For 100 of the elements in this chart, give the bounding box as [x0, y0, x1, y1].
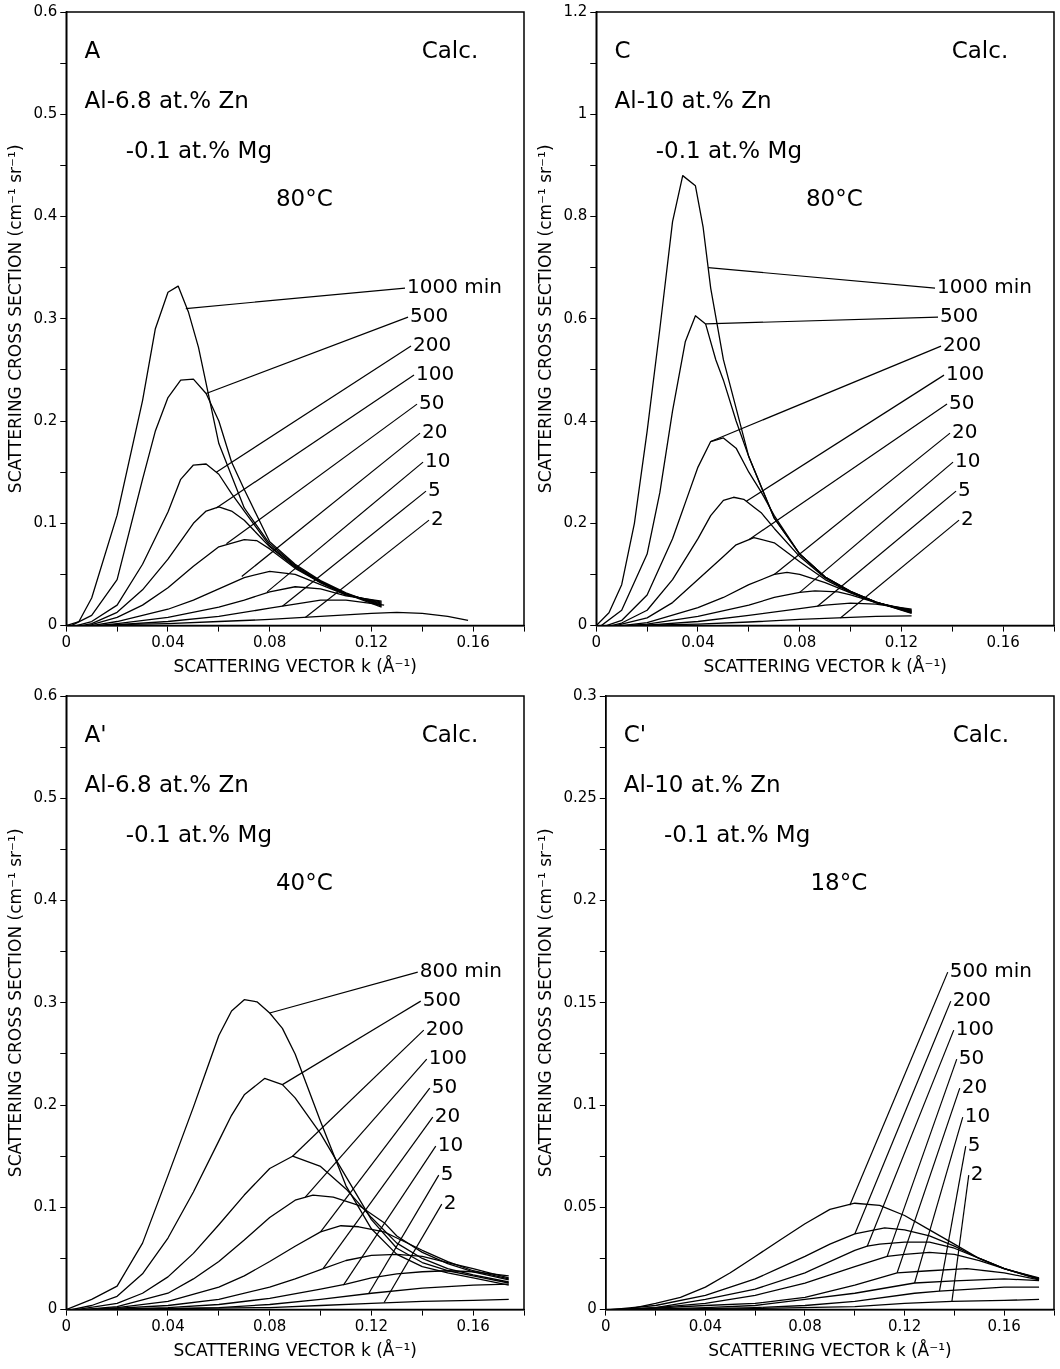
y-tick-label: 0.6 [33, 685, 58, 704]
annotation: A' [84, 720, 107, 747]
annotation: 2 [961, 506, 974, 531]
annotation: 20 [961, 1074, 988, 1099]
annotation: 5 [958, 477, 971, 502]
y-tick-label: 0.8 [563, 206, 588, 225]
annotation: Al-10 at.% Zn [614, 86, 772, 113]
x-tick-label: 0.12 [354, 1317, 389, 1336]
annotation: 100 [955, 1016, 994, 1041]
y-tick-label: 0.5 [33, 788, 58, 807]
y-tick-label: 0.05 [563, 1197, 597, 1216]
annotation: -0.1 at.% Mg [655, 136, 802, 163]
x-tick-label: 0.16 [456, 1317, 490, 1336]
annotation: 800 min [419, 958, 502, 983]
annotation: 100 [946, 361, 985, 386]
annotation: 50 [949, 390, 975, 415]
y-tick-label: 0.2 [572, 890, 597, 909]
annotation: 50 [431, 1074, 458, 1099]
x-tick-label: 0.04 [151, 1317, 185, 1336]
x-tick-label: 0.12 [354, 633, 389, 652]
y-tick-label: 0 [47, 615, 58, 634]
annotation: 500 [940, 303, 979, 328]
y-tick-label: 0.6 [563, 308, 588, 327]
x-tick-label: 0.04 [681, 633, 715, 652]
y-tick-label: 0.4 [563, 410, 588, 429]
annotation: 50 [419, 390, 445, 415]
x-tick-label: 0.04 [688, 1317, 723, 1336]
y-tick-label: 0.2 [33, 1094, 58, 1113]
y-tick-label: 0.4 [33, 206, 58, 225]
x-axis-title: SCATTERING VECTOR k (Å⁻¹) [708, 1339, 952, 1361]
y-tick-label: 0.2 [33, 410, 58, 429]
annotation: 10 [955, 448, 981, 473]
annotation: 500 [422, 987, 461, 1012]
annotation: 2 [443, 1190, 457, 1215]
annotation: Al-6.8 at.% Zn [84, 86, 249, 113]
annotation: 200 [425, 1016, 464, 1041]
annotation: A [84, 36, 101, 63]
y-tick-label: 0.6 [33, 1, 58, 20]
y-tick-label: 0.4 [33, 890, 58, 909]
y-tick-label: 0.25 [563, 788, 597, 807]
x-tick-label: 0.16 [986, 633, 1020, 652]
y-tick-label: 0.3 [33, 308, 58, 327]
annotation: 1000 min [407, 274, 503, 299]
x-axis-title: SCATTERING VECTOR k (Å⁻¹) [703, 655, 947, 677]
annotation: 10 [964, 1103, 991, 1128]
annotation: 18°C [810, 868, 868, 895]
y-tick-label: 0 [587, 1299, 597, 1318]
x-tick-label: 0.08 [252, 633, 287, 652]
y-tick-label: 1.2 [563, 1, 588, 20]
x-axis-title: SCATTERING VECTOR k (Å⁻¹) [173, 655, 417, 677]
y-axis-title: SCATTERING CROSS SECTION (cm⁻¹ sr⁻¹) [534, 144, 555, 494]
annotation: Calc. [421, 720, 479, 747]
annotation: C' [623, 720, 647, 747]
y-tick-label: 0.1 [572, 1094, 597, 1113]
annotation: 200 [943, 332, 982, 357]
annotation: 10 [437, 1132, 464, 1157]
y-axis-title: SCATTERING CROSS SECTION (cm⁻¹ sr⁻¹) [534, 828, 555, 1178]
annotation: 5 [428, 477, 441, 502]
y-tick-label: 0 [47, 1299, 58, 1318]
annotation: -0.1 at.% Mg [125, 136, 272, 163]
annotation: Al-6.8 at.% Zn [84, 770, 249, 797]
y-tick-label: 0.1 [33, 513, 58, 532]
y-axis-title: SCATTERING CROSS SECTION (cm⁻¹ sr⁻¹) [4, 828, 25, 1178]
annotation: 2 [431, 506, 444, 531]
annotation: 50 [958, 1045, 985, 1070]
y-tick-label: 0.5 [33, 104, 58, 123]
x-axis-title: SCATTERING VECTOR k (Å⁻¹) [173, 1339, 417, 1361]
annotation: -0.1 at.% Mg [664, 820, 811, 847]
annotation: Al-10 at.% Zn [623, 770, 781, 797]
annotation: Calc. [421, 36, 479, 63]
annotation: 500 [410, 303, 449, 328]
annotation: 200 [952, 987, 991, 1012]
y-tick-label: 0.3 [572, 685, 597, 704]
annotation: -0.1 at.% Mg [125, 820, 272, 847]
x-tick-label: 0.04 [151, 633, 185, 652]
y-tick-label: 0.15 [563, 992, 597, 1011]
x-tick-label: 0.16 [987, 1317, 1021, 1336]
x-tick-label: 0.12 [884, 633, 919, 652]
y-tick-label: 0.1 [33, 1197, 58, 1216]
y-tick-label: 1 [577, 104, 588, 123]
annotation: Calc. [952, 720, 1010, 747]
x-tick-label: 0 [61, 1317, 72, 1336]
x-tick-label: 0.08 [788, 1317, 822, 1336]
x-tick-label: 0.16 [456, 633, 490, 652]
annotation: 500 min [949, 958, 1032, 983]
annotation: 5 [440, 1161, 454, 1186]
annotation: 40°C [275, 868, 333, 895]
annotation: 1000 min [937, 274, 1033, 299]
x-tick-label: 0 [601, 1317, 611, 1336]
annotation: 2 [970, 1161, 984, 1186]
x-tick-label: 0.08 [252, 1317, 287, 1336]
annotation: 100 [428, 1045, 467, 1070]
annotation: 20 [422, 419, 448, 444]
annotation: 200 [413, 332, 452, 357]
y-tick-label: 0.2 [563, 513, 588, 532]
annotation: Calc. [951, 36, 1009, 63]
annotation: 100 [416, 361, 455, 386]
annotation: C [614, 36, 631, 63]
annotation: 20 [434, 1103, 461, 1128]
x-tick-label: 0 [61, 633, 72, 652]
